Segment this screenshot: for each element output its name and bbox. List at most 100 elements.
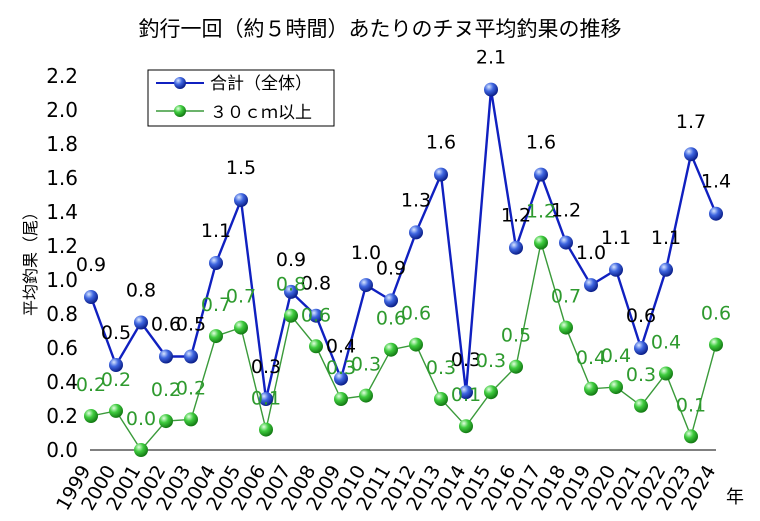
- point-30cm: [334, 392, 348, 406]
- data-label-30cm: 0.3: [476, 350, 506, 372]
- data-label-total: 0.5: [101, 322, 131, 344]
- data-label-30cm: 0.7: [551, 286, 581, 308]
- data-label-total: 1.0: [351, 242, 381, 264]
- legend: 合計（全体） ３０ｃｍ以上: [147, 69, 335, 127]
- data-label-30cm: 0.6: [376, 308, 406, 330]
- data-label-total: 1.1: [201, 220, 231, 242]
- point-total: [659, 262, 673, 277]
- data-label-30cm: 0.0: [126, 408, 156, 430]
- data-label-30cm: 0.6: [401, 303, 431, 325]
- data-label-30cm: 0.2: [101, 369, 131, 391]
- data-label-30cm: 0.2: [76, 374, 106, 396]
- point-30cm: [134, 443, 148, 457]
- point-total: [384, 293, 398, 308]
- legend-marker-30cm: [174, 105, 186, 117]
- chart-title: 釣行一回（約５時間）あたりのチヌ平均釣果の推移: [139, 17, 622, 41]
- y-tick-label: 1.8: [46, 132, 78, 156]
- data-label-total: 0.9: [76, 254, 106, 276]
- point-total: [309, 308, 323, 323]
- point-30cm: [459, 419, 473, 434]
- data-label-30cm: 0.1: [676, 394, 706, 416]
- data-label-total: 1.2: [501, 205, 531, 227]
- data-label-total: 1.5: [226, 157, 256, 179]
- point-30cm: [184, 412, 198, 427]
- data-label-30cm: 0.4: [651, 332, 681, 354]
- y-tick-label: 0.6: [46, 336, 78, 360]
- y-tick-label: 1.0: [46, 268, 78, 292]
- data-label-total: 0.9: [376, 257, 406, 279]
- legend-label-30cm: ３０ｃｍ以上: [210, 103, 312, 123]
- point-30cm: [609, 380, 623, 395]
- point-30cm: [659, 366, 673, 381]
- point-30cm: [159, 414, 173, 429]
- data-label-total: 1.1: [651, 227, 681, 249]
- data-label-total: 1.2: [551, 200, 581, 222]
- point-total: [209, 256, 223, 270]
- y-tick-label: 0.0: [46, 438, 78, 462]
- data-label-total: 0.8: [126, 280, 156, 302]
- data-label-30cm: 0.3: [426, 357, 456, 379]
- data-label-30cm: 0.4: [601, 345, 631, 367]
- point-total: [134, 315, 148, 330]
- point-30cm: [684, 429, 698, 444]
- legend-marker-total: [174, 77, 186, 89]
- data-label-30cm: 0.6: [701, 303, 731, 325]
- y-tick-label: 0.8: [46, 302, 78, 326]
- point-total: [709, 206, 723, 221]
- y-tick-label: 2.0: [46, 98, 78, 122]
- data-label-total: 1.4: [701, 171, 731, 193]
- data-label-30cm: 0.3: [351, 354, 381, 376]
- point-total: [359, 278, 373, 293]
- point-total: [284, 284, 298, 299]
- point-total: [159, 349, 173, 364]
- data-label-total: 1.1: [601, 227, 631, 249]
- point-30cm: [259, 422, 273, 437]
- point-30cm: [409, 337, 423, 352]
- point-30cm: [509, 359, 523, 374]
- point-total: [459, 385, 473, 400]
- x-axis-label: 年: [726, 487, 744, 508]
- y-tick-label: 1.2: [46, 234, 78, 258]
- data-label-total: 0.4: [326, 336, 356, 358]
- y-tick-label: 1.6: [46, 166, 78, 190]
- point-total: [409, 225, 423, 240]
- y-axis-label: 平均釣果（尾）: [21, 204, 40, 316]
- data-label-30cm: 0.1: [251, 388, 281, 410]
- data-label-30cm: 1.2: [526, 201, 556, 223]
- y-tick-label: 0.2: [46, 404, 78, 428]
- point-total: [634, 341, 648, 355]
- point-total: [584, 278, 598, 293]
- data-label-30cm: 0.3: [626, 364, 656, 386]
- data-label-total: 0.3: [451, 349, 481, 371]
- point-30cm: [559, 320, 573, 335]
- data-label-30cm: 0.3: [326, 357, 356, 379]
- point-30cm: [384, 342, 398, 357]
- data-label-total: 1.6: [426, 132, 456, 154]
- point-30cm: [209, 329, 223, 344]
- point-30cm: [84, 409, 98, 423]
- point-total: [259, 392, 273, 406]
- point-total: [434, 167, 448, 182]
- data-label-30cm: 0.1: [451, 384, 481, 406]
- data-label-total: 0.6: [626, 305, 656, 327]
- data-label-30cm: 0.8: [276, 274, 306, 296]
- point-total: [484, 82, 498, 97]
- data-label-total: 1.6: [526, 132, 556, 154]
- point-total: [509, 240, 523, 255]
- point-30cm: [284, 308, 298, 323]
- point-30cm: [709, 337, 723, 352]
- point-30cm: [484, 385, 498, 400]
- point-total: [559, 235, 573, 250]
- point-total: [684, 147, 698, 162]
- point-30cm: [109, 403, 123, 418]
- point-total: [609, 262, 623, 277]
- data-label-total: 0.6: [151, 314, 181, 336]
- legend-label-total: 合計（全体）: [210, 74, 312, 94]
- point-30cm: [234, 320, 248, 335]
- data-label-30cm: 0.4: [576, 347, 606, 369]
- point-30cm: [309, 339, 323, 354]
- data-label-30cm: 0.2: [151, 379, 181, 401]
- data-label-30cm: 0.6: [301, 304, 331, 326]
- point-30cm: [584, 381, 598, 396]
